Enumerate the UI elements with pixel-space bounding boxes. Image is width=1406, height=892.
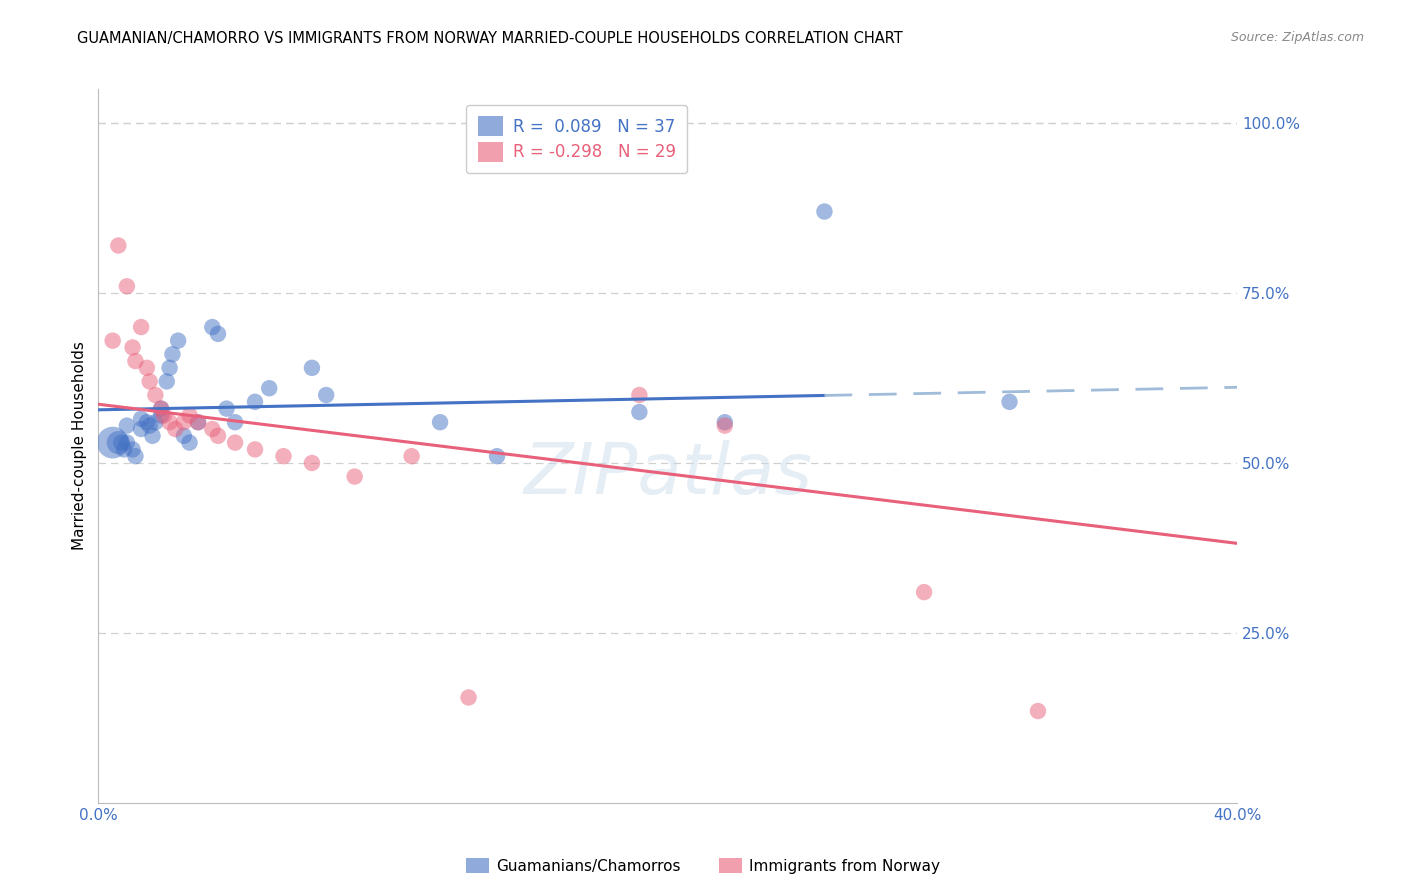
Point bbox=[135, 415, 157, 429]
Point bbox=[121, 341, 143, 355]
Point bbox=[273, 449, 295, 463]
Point bbox=[159, 360, 181, 375]
Point bbox=[201, 422, 224, 436]
Point bbox=[224, 415, 246, 429]
Point bbox=[165, 422, 187, 436]
Point bbox=[628, 388, 651, 402]
Point bbox=[343, 469, 366, 483]
Point bbox=[243, 394, 266, 409]
Point bbox=[173, 429, 195, 443]
Point bbox=[187, 415, 209, 429]
Point bbox=[115, 418, 138, 433]
Point bbox=[243, 442, 266, 457]
Point bbox=[207, 326, 229, 341]
Point bbox=[187, 415, 209, 429]
Y-axis label: Married-couple Households: Married-couple Households bbox=[72, 342, 87, 550]
Point bbox=[129, 320, 152, 334]
Point bbox=[138, 418, 160, 433]
Point bbox=[156, 375, 179, 389]
Point bbox=[401, 449, 423, 463]
Point bbox=[179, 409, 201, 423]
Point bbox=[207, 429, 229, 443]
Point bbox=[150, 409, 173, 423]
Point bbox=[121, 442, 143, 457]
Point bbox=[714, 415, 737, 429]
Point bbox=[301, 456, 323, 470]
Legend: R =  0.089   N = 37, R = -0.298   N = 29: R = 0.089 N = 37, R = -0.298 N = 29 bbox=[465, 104, 688, 173]
Point bbox=[912, 585, 935, 599]
Point bbox=[150, 401, 173, 416]
Point bbox=[315, 388, 337, 402]
Text: Source: ZipAtlas.com: Source: ZipAtlas.com bbox=[1230, 31, 1364, 45]
Point bbox=[124, 449, 146, 463]
Point bbox=[145, 415, 167, 429]
Point bbox=[107, 435, 129, 450]
Point bbox=[167, 334, 190, 348]
Legend: Guamanians/Chamorros, Immigrants from Norway: Guamanians/Chamorros, Immigrants from No… bbox=[460, 852, 946, 880]
Text: ZIPatlas: ZIPatlas bbox=[523, 440, 813, 509]
Point bbox=[429, 415, 451, 429]
Point bbox=[159, 415, 181, 429]
Text: GUAMANIAN/CHAMORRO VS IMMIGRANTS FROM NORWAY MARRIED-COUPLE HOUSEHOLDS CORRELATI: GUAMANIAN/CHAMORRO VS IMMIGRANTS FROM NO… bbox=[77, 31, 903, 46]
Point bbox=[129, 412, 152, 426]
Point bbox=[141, 429, 163, 443]
Point bbox=[301, 360, 323, 375]
Point bbox=[135, 360, 157, 375]
Point bbox=[150, 401, 173, 416]
Point bbox=[486, 449, 509, 463]
Point bbox=[129, 422, 152, 436]
Point bbox=[145, 388, 167, 402]
Point bbox=[173, 415, 195, 429]
Point bbox=[179, 435, 201, 450]
Point bbox=[115, 435, 138, 450]
Point bbox=[124, 354, 146, 368]
Point bbox=[138, 375, 160, 389]
Point bbox=[101, 334, 124, 348]
Point bbox=[259, 381, 281, 395]
Point bbox=[110, 435, 132, 450]
Point bbox=[112, 442, 135, 457]
Point bbox=[998, 394, 1021, 409]
Point bbox=[224, 435, 246, 450]
Point bbox=[813, 204, 835, 219]
Point bbox=[153, 409, 176, 423]
Point bbox=[162, 347, 184, 361]
Point bbox=[101, 435, 124, 450]
Point bbox=[628, 405, 651, 419]
Point bbox=[457, 690, 479, 705]
Point bbox=[107, 238, 129, 252]
Point bbox=[1026, 704, 1049, 718]
Point bbox=[714, 418, 737, 433]
Point bbox=[115, 279, 138, 293]
Point bbox=[215, 401, 238, 416]
Point bbox=[201, 320, 224, 334]
